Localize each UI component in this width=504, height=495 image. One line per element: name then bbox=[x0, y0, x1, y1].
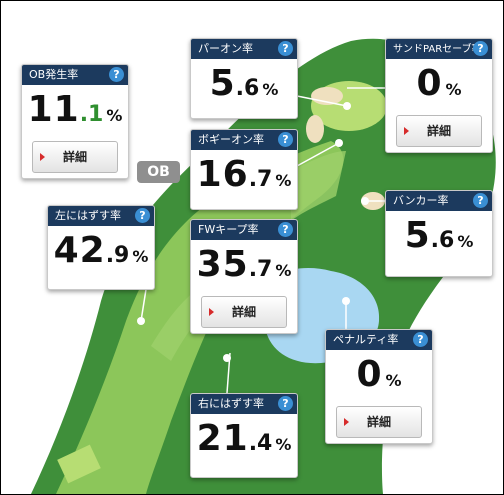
bogey-on-rate-value: 16.7% bbox=[196, 154, 292, 195]
card-title: サンドPARセーブ率 bbox=[393, 44, 482, 55]
right-miss-rate-card: 右にはずす率? 21.4% bbox=[190, 393, 298, 478]
left-miss-rate-card: 左にはずす率? 42.9% bbox=[47, 205, 155, 290]
tee-box bbox=[57, 444, 101, 484]
card-title: 右にはずす率 bbox=[198, 397, 264, 410]
help-icon[interactable]: ? bbox=[278, 396, 293, 411]
card-title: ペナルティ率 bbox=[333, 333, 399, 346]
penalty-detail-button[interactable]: 詳細 bbox=[336, 406, 422, 438]
card-title: パーオン率 bbox=[198, 42, 253, 55]
ob-marker: OB bbox=[137, 161, 180, 183]
help-icon[interactable]: ? bbox=[473, 193, 488, 208]
help-icon[interactable]: ? bbox=[109, 67, 124, 82]
ob-rate-detail-button[interactable]: 詳細 bbox=[32, 141, 118, 173]
left-miss-rate-value: 42.9% bbox=[53, 230, 149, 271]
bunker-rate-header: バンカー率? bbox=[386, 191, 492, 211]
arrow-icon bbox=[40, 153, 45, 161]
card-title: 左にはずす率 bbox=[55, 209, 121, 222]
sand-save-rate-card: サンドPARセーブ率? 0% 詳細 bbox=[385, 38, 493, 153]
fw-keep-rate-value: 35.7% bbox=[196, 244, 292, 285]
right-miss-rate-value: 21.4% bbox=[196, 418, 292, 459]
card-title: バンカー率 bbox=[393, 194, 449, 207]
sand-save-rate-value: 0% bbox=[416, 63, 462, 104]
help-icon[interactable]: ? bbox=[413, 332, 428, 347]
ob-rate-value: 11.1% bbox=[27, 89, 123, 130]
bunker-rate-card: バンカー率? 5.6% bbox=[385, 190, 493, 277]
penalty-rate-card: ペナルティ率? 0% 詳細 bbox=[325, 329, 433, 444]
help-icon[interactable]: ? bbox=[278, 132, 293, 147]
par-on-rate-header: パーオン率? bbox=[191, 39, 297, 59]
penalty-rate-header: ペナルティ率? bbox=[326, 330, 432, 350]
ob-rate-card: OB発生率? 11.1% 詳細 bbox=[21, 64, 129, 179]
arrow-icon bbox=[404, 127, 409, 135]
bogey-on-rate-header: ボギーオン率? bbox=[191, 130, 297, 150]
right-miss-rate-header: 右にはずす率? bbox=[191, 394, 297, 414]
fw-keep-rate-header: FWキープ率? bbox=[191, 220, 297, 240]
card-title: OB発生率 bbox=[29, 68, 79, 81]
help-icon[interactable]: ? bbox=[278, 222, 293, 237]
sand-save-detail-button[interactable]: 詳細 bbox=[396, 115, 482, 147]
help-icon[interactable]: ? bbox=[278, 41, 293, 56]
penalty-rate-value: 0% bbox=[356, 354, 402, 395]
help-icon[interactable]: ? bbox=[135, 208, 150, 223]
left-miss-rate-header: 左にはずす率? bbox=[48, 206, 154, 226]
bunker-2 bbox=[306, 115, 324, 143]
fw-keep-detail-button[interactable]: 詳細 bbox=[201, 296, 287, 328]
arrow-icon bbox=[344, 418, 349, 426]
card-title: ボギーオン率 bbox=[198, 133, 264, 146]
help-icon[interactable]: ? bbox=[473, 41, 488, 56]
arrow-icon bbox=[209, 308, 214, 316]
par-on-rate-card: パーオン率? 5.6% bbox=[190, 38, 298, 119]
sand-save-rate-header: サンドPARセーブ率? bbox=[386, 39, 492, 59]
bogey-on-rate-card: ボギーオン率? 16.7% bbox=[190, 129, 298, 210]
ob-rate-header: OB発生率? bbox=[22, 65, 128, 85]
par-on-rate-value: 5.6% bbox=[209, 63, 279, 104]
fw-keep-rate-card: FWキープ率? 35.7% 詳細 bbox=[190, 219, 298, 334]
bunker-rate-value: 5.6% bbox=[404, 215, 474, 256]
card-title: FWキープ率 bbox=[198, 223, 259, 236]
